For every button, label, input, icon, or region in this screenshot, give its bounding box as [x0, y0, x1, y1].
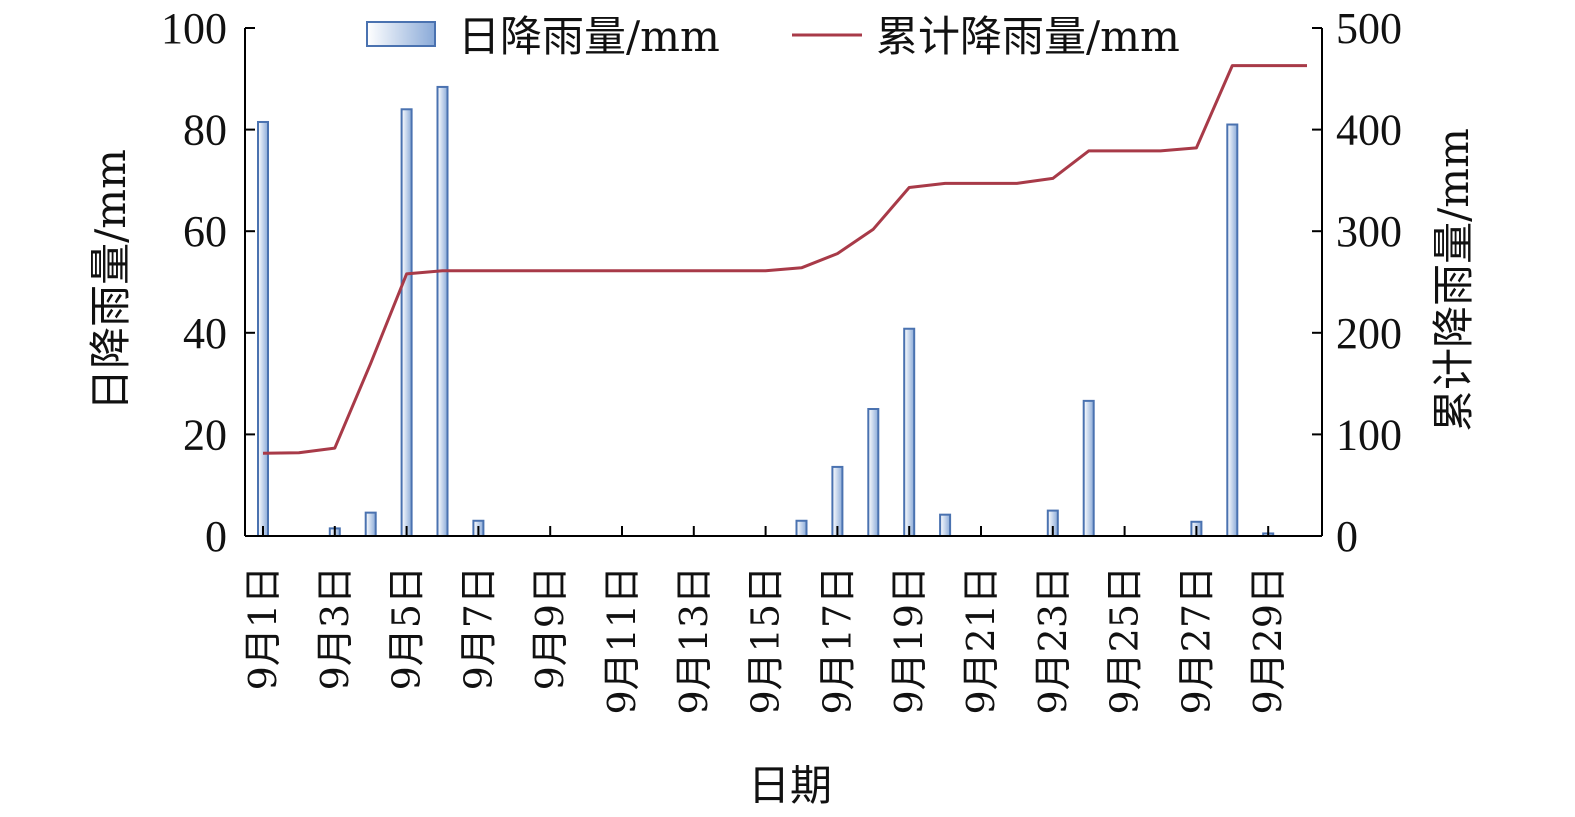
y-tick-label-right: 300 — [1336, 207, 1402, 256]
bar-series — [257, 85, 1275, 538]
y-tick-label-left: 100 — [161, 4, 227, 53]
y-axis-title-left: 日降雨量/mm — [86, 149, 135, 411]
y-tick-label-left: 0 — [205, 512, 227, 561]
x-tick-label: 9月19日 — [887, 566, 931, 715]
x-tick-label: 9月17日 — [815, 566, 859, 715]
bar — [436, 85, 449, 537]
x-tick-label: 9月3日 — [313, 566, 357, 690]
y-tick-label-right: 200 — [1336, 309, 1402, 358]
x-tick-label: 9月11日 — [600, 566, 644, 715]
y-axis-title-right: 累计降雨量/mm — [1429, 128, 1478, 432]
y-tick-label-left: 40 — [183, 309, 227, 358]
x-tick-label: 9月13日 — [672, 566, 716, 715]
line-path — [262, 64, 1307, 455]
y-tick-label-right: 500 — [1336, 4, 1402, 53]
x-tick-label: 9月7日 — [456, 566, 500, 690]
y-tick-label-left: 60 — [183, 207, 227, 256]
x-axis-title: 日期 — [748, 761, 832, 810]
bar — [1226, 123, 1239, 538]
y-tick-label-left: 20 — [183, 410, 227, 459]
y-tick-label-left: 80 — [183, 106, 227, 155]
x-tick-label: 9月25日 — [1103, 566, 1147, 715]
bar — [903, 327, 916, 537]
legend: 日降雨量/mm 累计降雨量/mm — [366, 12, 1180, 61]
bar — [939, 513, 952, 538]
bar — [257, 120, 269, 537]
x-tick-label: 9月15日 — [744, 566, 788, 715]
bar — [831, 465, 844, 537]
line-series — [262, 64, 1307, 455]
bar — [867, 408, 880, 537]
x-tick-label: 9月29日 — [1246, 566, 1290, 715]
legend-bar-label: 日降雨量/mm — [458, 12, 720, 61]
bar — [364, 511, 377, 538]
bar — [795, 519, 808, 538]
y-tick-label-right: 400 — [1336, 106, 1402, 155]
legend-bar-swatch — [366, 21, 436, 47]
x-tick-label: 9月9日 — [528, 566, 572, 690]
x-tick-label: 9月27日 — [1174, 566, 1218, 715]
bar — [1082, 399, 1095, 538]
x-tick-label: 9月23日 — [1031, 566, 1075, 715]
x-tick-label: 9月5日 — [385, 566, 429, 690]
x-tick-label: 9月21日 — [959, 566, 1003, 715]
bar — [400, 108, 413, 537]
x-tick-label: 9月1日 — [241, 566, 285, 690]
y-tick-label-right: 100 — [1336, 410, 1402, 459]
axes: 0 20 40 60 80 100 0 100 200 300 400 500 9月1日 9月3日 9月5日… — [86, 4, 1478, 810]
y-tick-label-right: 0 — [1336, 512, 1358, 561]
legend-line-label: 累计降雨量/mm — [876, 12, 1180, 61]
